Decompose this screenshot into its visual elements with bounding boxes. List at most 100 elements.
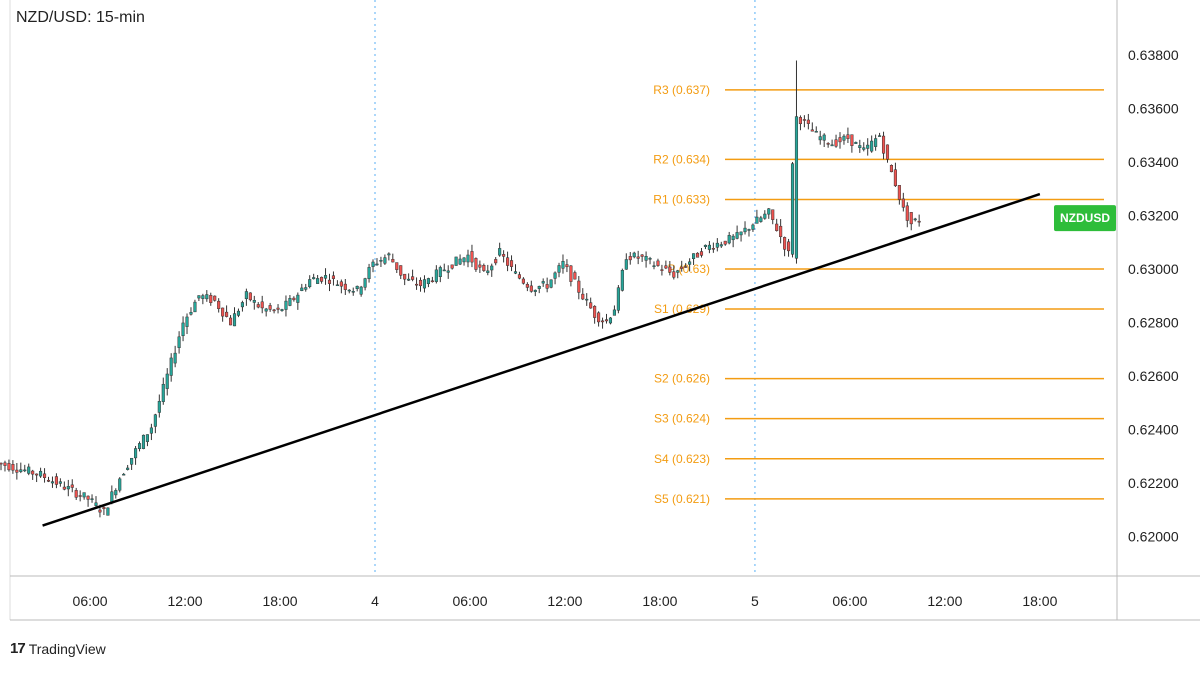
candle-body bbox=[403, 273, 407, 280]
x-tick-label-4: 06:00 bbox=[452, 593, 487, 609]
candle-19 bbox=[70, 479, 74, 493]
candle-body bbox=[379, 259, 383, 262]
candle-15 bbox=[54, 473, 58, 489]
candle-196 bbox=[771, 209, 775, 225]
candle-76 bbox=[296, 292, 300, 310]
candle-49 bbox=[189, 307, 193, 316]
candle-body bbox=[94, 502, 98, 506]
current-price-tag: NZDUSD bbox=[1054, 205, 1116, 232]
candle-176 bbox=[692, 253, 696, 265]
candle-38 bbox=[145, 434, 149, 447]
candle-102 bbox=[399, 265, 403, 280]
candle-body bbox=[161, 383, 165, 402]
candle-body bbox=[98, 509, 102, 513]
candle-129 bbox=[506, 251, 510, 272]
candle-body bbox=[680, 266, 684, 269]
candle-145 bbox=[569, 265, 573, 287]
candle-3 bbox=[7, 459, 11, 472]
candle-174 bbox=[684, 263, 688, 268]
candle-199 bbox=[783, 236, 787, 257]
candle-171 bbox=[672, 265, 676, 280]
candle-body bbox=[42, 473, 47, 478]
candle-body bbox=[755, 216, 759, 224]
candle-body bbox=[276, 307, 280, 310]
candle-body bbox=[177, 336, 181, 348]
candle-92 bbox=[359, 285, 363, 297]
candle-body bbox=[494, 259, 498, 264]
candle-136 bbox=[533, 289, 537, 297]
x-tick-label-5: 12:00 bbox=[547, 593, 582, 609]
candle-157 bbox=[616, 285, 620, 314]
candle-body bbox=[458, 258, 462, 265]
candle-111 bbox=[434, 265, 438, 284]
candle-151 bbox=[593, 305, 597, 324]
candle-body bbox=[327, 279, 332, 284]
candle-body bbox=[347, 289, 351, 292]
candle-17 bbox=[62, 481, 66, 491]
candle-body bbox=[806, 119, 810, 124]
candle-body bbox=[90, 498, 94, 500]
candle-193 bbox=[759, 215, 763, 223]
candle-126 bbox=[494, 257, 498, 266]
candle-48 bbox=[185, 313, 189, 335]
candle-body bbox=[870, 140, 874, 152]
candle-body bbox=[834, 139, 838, 147]
candle-191 bbox=[751, 223, 755, 232]
candle-138 bbox=[541, 278, 545, 287]
candle-body bbox=[897, 185, 901, 200]
candle-53 bbox=[205, 290, 209, 302]
candle-64 bbox=[248, 292, 252, 302]
candle-87 bbox=[339, 279, 343, 294]
candle-70 bbox=[272, 308, 276, 314]
candle-body bbox=[74, 490, 78, 498]
candle-22 bbox=[82, 492, 86, 500]
time-axis[interactable]: 06:00 12:00 18:00 4 06:00 12:00 18:00 5 06:00 12:… bbox=[73, 593, 1058, 609]
y-tick-label-0: 0.63800 bbox=[1128, 47, 1179, 63]
candle-97 bbox=[379, 256, 383, 268]
candle-218 bbox=[858, 139, 862, 153]
candle-221 bbox=[870, 135, 874, 153]
candle-195 bbox=[767, 208, 771, 219]
candle-body bbox=[58, 481, 62, 484]
candle-body bbox=[628, 256, 632, 261]
candle-body bbox=[157, 401, 161, 413]
candle-body bbox=[771, 209, 775, 220]
candle-body bbox=[137, 443, 142, 449]
tradingview-brand[interactable]: 17 TradingView bbox=[10, 640, 106, 657]
candle-body bbox=[351, 291, 355, 293]
candle-133 bbox=[521, 277, 525, 285]
candle-body bbox=[395, 262, 399, 270]
candle-96 bbox=[375, 258, 379, 266]
candle-body bbox=[316, 278, 320, 284]
candle-body bbox=[288, 298, 292, 306]
candle-12 bbox=[42, 468, 47, 483]
price-axis[interactable]: 0.63800 0.63600 0.63400 0.63200 0.63000 0.628… bbox=[1128, 47, 1179, 544]
candle-180 bbox=[707, 241, 711, 254]
candle-body bbox=[533, 289, 537, 292]
candle-body bbox=[878, 135, 882, 137]
candle-body bbox=[660, 269, 664, 271]
candle-body bbox=[858, 145, 862, 148]
candle-77 bbox=[300, 283, 304, 292]
y-tick-label-8: 0.62200 bbox=[1128, 475, 1179, 491]
candle-body bbox=[292, 297, 296, 301]
candle-23 bbox=[86, 495, 90, 507]
candle-body bbox=[549, 279, 553, 288]
candle-body bbox=[106, 507, 110, 516]
candle-body bbox=[339, 281, 343, 287]
candle-body bbox=[46, 479, 51, 482]
tradingview-logo-icon: 17 bbox=[10, 640, 26, 657]
candle-body bbox=[304, 287, 308, 290]
candle-body bbox=[335, 284, 339, 287]
candle-155 bbox=[608, 317, 613, 325]
candle-73 bbox=[284, 295, 288, 317]
candle-body bbox=[450, 264, 454, 269]
candle-body bbox=[917, 220, 921, 223]
candle-body bbox=[818, 136, 822, 141]
candle-body bbox=[905, 205, 909, 221]
candle-body bbox=[438, 267, 442, 277]
candle-body bbox=[723, 240, 727, 245]
candle-27 bbox=[102, 505, 106, 515]
candle-body bbox=[585, 298, 589, 301]
